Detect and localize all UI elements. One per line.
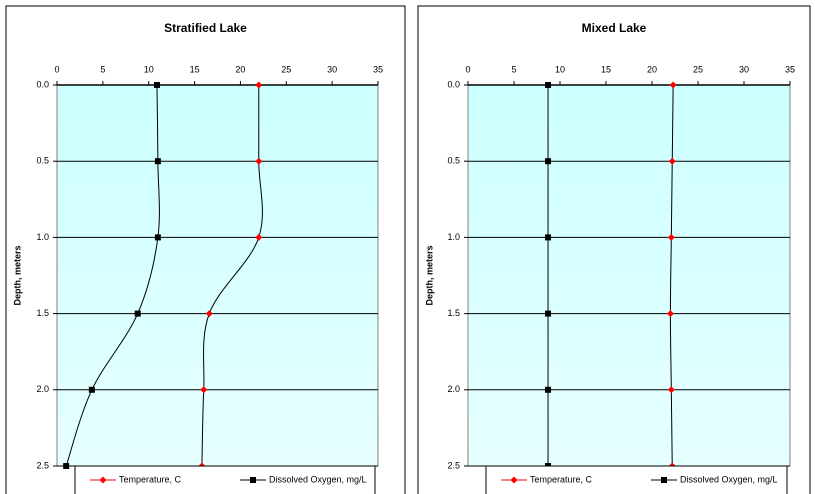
- temperature-marker: [205, 310, 213, 318]
- temperature-marker: [668, 157, 676, 165]
- y-tick-label: 0.5: [447, 156, 460, 166]
- x-tick-label: 25: [693, 64, 703, 74]
- oxygen-marker: [545, 82, 552, 88]
- y-tick-label: 1.5: [447, 308, 460, 318]
- temperature-marker: [255, 233, 263, 241]
- y-tick-label: 1.5: [36, 308, 49, 318]
- oxygen-marker: [545, 310, 552, 317]
- series-line: [65, 84, 160, 467]
- oxygen-marker: [154, 158, 161, 165]
- x-tick-label: 15: [190, 64, 200, 74]
- chart-title: Mixed Lake: [582, 21, 647, 35]
- x-tick-label: 35: [373, 64, 383, 74]
- y-tick-label: 0.5: [36, 156, 49, 166]
- legend-marker: [661, 477, 667, 483]
- y-tick-label: 1.0: [36, 232, 49, 242]
- x-tick-label: 0: [54, 64, 59, 74]
- y-axis-label: Depth, meters: [424, 245, 434, 305]
- legend-box: [74, 465, 376, 494]
- temperature-marker: [667, 233, 675, 241]
- y-tick-label: 0.0: [36, 79, 49, 89]
- x-tick-label: 10: [144, 64, 154, 74]
- oxygen-marker: [63, 463, 70, 469]
- oxygen-marker: [545, 234, 552, 241]
- temperature-marker: [200, 386, 208, 394]
- x-tick-label: 5: [511, 64, 516, 74]
- chart-title: Stratified Lake: [164, 21, 247, 35]
- y-tick-label: 2.0: [447, 384, 460, 394]
- x-tick-label: 15: [601, 64, 611, 74]
- y-tick-label: 2.0: [36, 384, 49, 394]
- oxygen-marker: [154, 234, 161, 241]
- x-tick-label: 0: [465, 64, 470, 74]
- oxygen-marker: [545, 158, 552, 165]
- legend-label: Dissolved Oxygen, mg/L: [680, 474, 778, 484]
- temperature-marker: [255, 81, 263, 89]
- oxygen-marker: [88, 386, 95, 393]
- oxygen-marker: [545, 386, 552, 393]
- legend-label: Dissolved Oxygen, mg/L: [269, 474, 367, 484]
- legend-marker: [99, 476, 107, 484]
- temperature-marker: [667, 386, 675, 394]
- legend-label: Temperature, C: [530, 474, 593, 484]
- plot-area: [467, 84, 791, 467]
- legend-box: [485, 465, 788, 494]
- x-tick-label: 35: [785, 64, 795, 74]
- legend-marker: [510, 476, 518, 484]
- series-line: [201, 85, 263, 467]
- x-tick-label: 5: [100, 64, 105, 74]
- x-tick-label: 25: [281, 64, 291, 74]
- oxygen-marker: [153, 82, 160, 88]
- temperature-marker: [669, 81, 677, 89]
- temperature-marker: [666, 310, 674, 318]
- series-line: [669, 84, 674, 467]
- temperature-marker: [255, 157, 263, 165]
- oxygen-marker: [134, 310, 141, 317]
- plot-area: [56, 84, 379, 467]
- y-axis-label: Depth, meters: [12, 245, 22, 305]
- y-tick-label: 1.0: [447, 232, 460, 242]
- x-tick-label: 30: [739, 64, 749, 74]
- x-tick-label: 20: [235, 64, 245, 74]
- x-tick-label: 20: [647, 64, 657, 74]
- x-tick-label: 30: [327, 64, 337, 74]
- legend-marker: [250, 477, 256, 483]
- x-tick-label: 10: [555, 64, 565, 74]
- legend-label: Temperature, C: [119, 474, 182, 484]
- y-tick-label: 2.5: [447, 460, 460, 470]
- y-tick-label: 0.0: [447, 79, 460, 89]
- y-tick-label: 2.5: [36, 460, 49, 470]
